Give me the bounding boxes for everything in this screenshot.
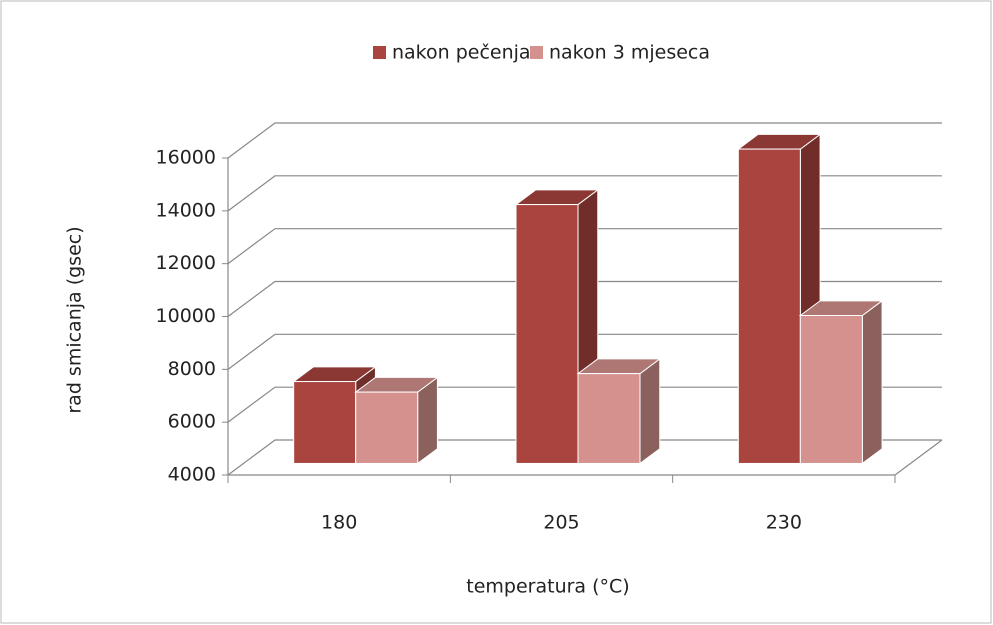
bar-front <box>799 315 863 464</box>
grid-line <box>227 333 942 370</box>
bar-side <box>639 357 661 465</box>
legend-label: nakon pečenja <box>392 42 531 64</box>
bar <box>354 376 439 465</box>
y-axis-label: rad smicanja (gsec) <box>64 226 86 413</box>
x-tick-label: 230 <box>766 512 802 534</box>
y-tick-label: 14000 <box>156 199 216 221</box>
y-tick-label: 6000 <box>168 411 216 433</box>
bar-front <box>577 373 641 464</box>
legend-swatch <box>530 46 543 59</box>
y-tick-label: 12000 <box>156 252 216 274</box>
x-axis-label: temperatura (°C) <box>466 576 629 598</box>
legend-label: nakon 3 mjeseca <box>549 42 710 64</box>
grid-line <box>227 386 942 423</box>
bar-side <box>861 299 883 465</box>
grid-line <box>227 228 942 265</box>
x-tick-label: 180 <box>321 512 357 534</box>
grid-line <box>227 175 942 212</box>
bar <box>576 357 662 465</box>
bar-front <box>293 381 357 464</box>
y-tick-label: 10000 <box>156 305 216 327</box>
grid-line <box>227 122 942 159</box>
grid-line <box>227 280 942 317</box>
y-tick-label: 8000 <box>168 358 216 380</box>
bar-front <box>355 391 419 464</box>
legend-swatch <box>373 46 386 59</box>
x-tick-label: 205 <box>543 512 579 534</box>
bar <box>798 299 884 465</box>
y-tick-label: 16000 <box>156 147 216 169</box>
bar-front <box>737 148 801 464</box>
bar-front <box>515 204 579 464</box>
grid-line <box>227 439 942 476</box>
y-tick-label: 4000 <box>168 464 216 486</box>
